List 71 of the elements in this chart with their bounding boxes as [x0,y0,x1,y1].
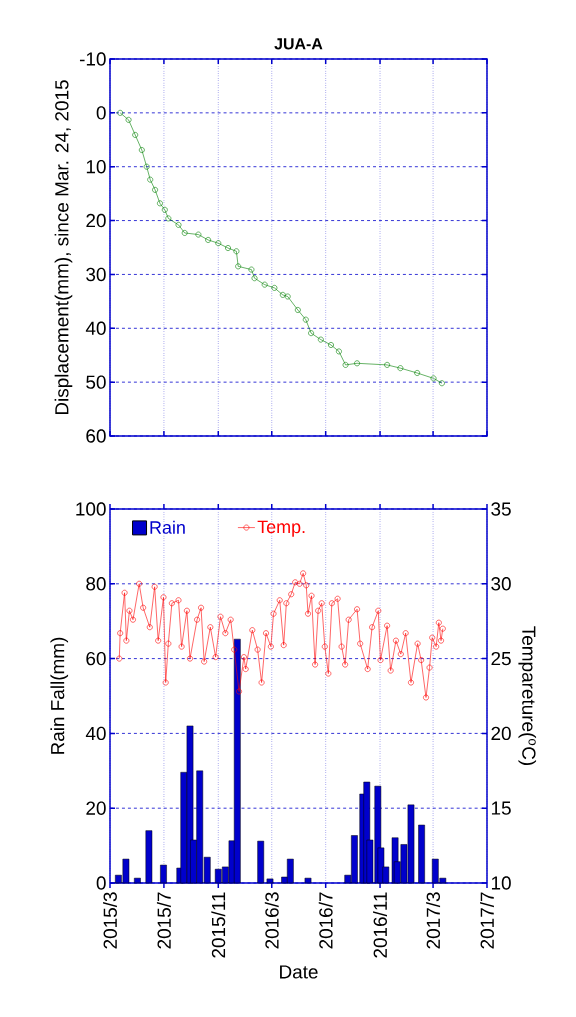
x-tick-label: 2017/3 [426,892,441,949]
point [181,230,188,236]
point [384,362,391,368]
point [132,132,139,138]
point [294,307,301,313]
legend-label: Temp. [257,520,305,537]
point [261,281,268,288]
y-tick-label: 0 [96,876,106,890]
y-tick-label: 60 [86,429,106,443]
y-tick-label: -10 [79,52,106,66]
y-tick-label: 80 [86,577,106,591]
x-tick-label: 2015/11 [211,892,226,958]
x-axis-title: Date [280,965,318,979]
point [161,206,168,213]
y-tick-label: 30 [86,267,106,282]
x-tick-label: 2015/3 [103,892,117,949]
point [308,330,314,337]
y2-tick-label: 25 [491,651,511,666]
point [284,293,291,300]
legend-label: Rain [150,520,185,534]
point [235,263,242,270]
y2-tick-label: 35 [491,502,511,516]
point [336,348,342,355]
point [328,342,334,348]
y-tick-label: 60 [86,651,106,666]
point [225,245,231,251]
y-tick-label: 40 [85,321,106,335]
point [138,147,145,153]
point [233,248,240,255]
point [143,163,150,170]
point [279,291,286,298]
y-tick-label: 0 [96,106,106,120]
point [157,200,163,207]
point [147,176,154,183]
point [342,362,349,368]
point [175,221,182,228]
point [354,360,360,367]
x-tick-label: 2016/7 [318,892,333,949]
point [195,231,202,238]
point [125,116,132,123]
y-tick-label: 10 [86,160,106,174]
y-tick-label: 50 [86,375,106,389]
chart-title: JUA-A [274,38,323,50]
y-tick-label: 40 [85,726,106,741]
x-tick-label: 2016/3 [264,892,279,949]
x-tick-label: 2015/7 [156,892,171,949]
y-tick-label: 100 [76,502,106,516]
point [302,316,309,323]
y2-tick-label: 10 [491,876,511,890]
point [251,275,258,282]
point [397,365,404,372]
y2-tick-label: 30 [491,577,511,591]
point [205,237,212,243]
y-tick-label: 20 [86,801,106,815]
x-tick-label: 2016/11 [373,892,387,958]
point [248,266,255,273]
y-axis-title: Rain Fall(mm) [50,637,69,754]
x-tick-label: 2017/7 [480,892,494,949]
y2-tick-label: 20 [491,726,511,741]
point [317,336,324,343]
point [430,375,437,382]
point [117,109,124,116]
point [215,240,222,247]
y-tick-label: 20 [86,213,106,228]
point [271,284,278,291]
point [152,186,158,193]
point [165,215,172,222]
y-axis-title: Displacement(mm), since Mar. 24, 2015 [54,80,73,415]
y2-tick-label: 15 [491,801,511,815]
y2-axis-title: Tempareture($^{o}$C) [518,626,537,766]
point [414,370,421,376]
